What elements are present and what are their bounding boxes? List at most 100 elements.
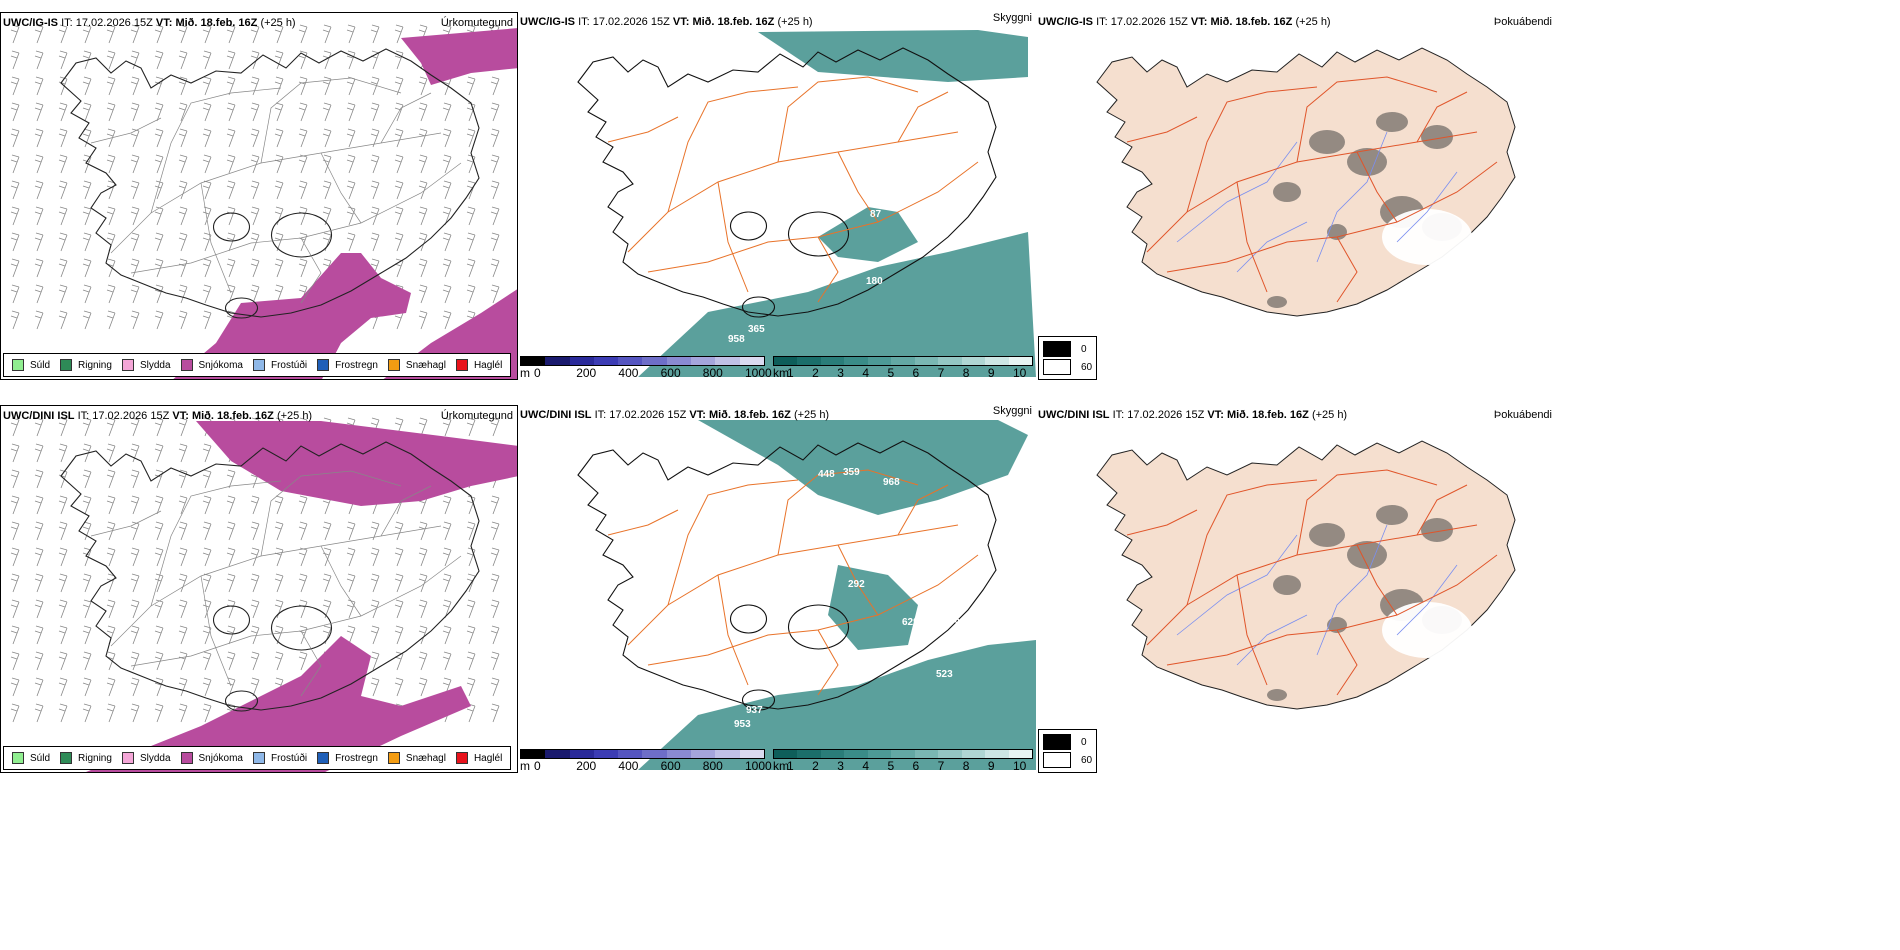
variable-name: Úrkomutegund — [440, 17, 513, 29]
colorbar-tick: 6 — [912, 366, 920, 380]
wind-barb — [106, 599, 116, 619]
fog-panel-row1: UWC/IG-IS IT: 17.02.2026 15Z VT: Mið. 18… — [1036, 12, 1556, 380]
wind-barb — [274, 547, 284, 567]
colorbar-tick: 6 — [912, 759, 920, 773]
legend-label: Frostregn — [335, 359, 378, 371]
legend-label: Slydda — [139, 359, 171, 371]
wind-barb — [58, 625, 68, 645]
visibility-value-label: 448 — [818, 469, 835, 480]
colorbar-unit: km — [773, 366, 789, 380]
glacier-outline — [788, 604, 849, 650]
wind-barb — [370, 573, 380, 593]
road — [777, 469, 919, 556]
wind-barb — [106, 102, 116, 122]
wind-barb — [10, 521, 20, 541]
colorbar-strip — [520, 356, 765, 366]
wind-barb — [418, 310, 428, 330]
coastline — [577, 440, 997, 710]
wind-barb — [370, 547, 380, 567]
visibility-labels: 448 359 968 31 199 292 629 436 523 937 953 — [734, 467, 980, 730]
colorbar-tick: 9 — [987, 759, 995, 773]
wind-barb — [346, 232, 356, 252]
road — [897, 91, 949, 143]
road-network — [1126, 469, 1498, 696]
wind-barb — [442, 232, 452, 252]
road — [1416, 484, 1468, 536]
wind-barb — [202, 24, 212, 44]
wind-barb — [34, 206, 44, 226]
wind-barb — [466, 76, 476, 96]
wind-barb — [298, 573, 308, 593]
legend-label: Rigning — [78, 359, 112, 371]
wind-barb — [106, 284, 116, 304]
wind-barb — [322, 76, 332, 96]
wind-barb — [370, 599, 380, 619]
wind-barb — [226, 469, 236, 489]
iceland-coastline — [577, 47, 997, 318]
wind-barb — [394, 232, 404, 252]
wind-barb — [202, 102, 212, 122]
wind-barb — [274, 180, 284, 200]
wind-barb — [178, 417, 188, 437]
wind-barb — [34, 180, 44, 200]
visibility-value-label: 14 — [918, 209, 930, 220]
wind-barb — [298, 154, 308, 174]
road — [150, 87, 282, 214]
wind-barb — [10, 258, 20, 278]
wind-barb — [58, 232, 68, 252]
river — [1176, 141, 1298, 243]
wind-barb — [394, 50, 404, 70]
legend-item: Frostregn — [317, 752, 378, 764]
visibility-value-label: 31 — [968, 507, 980, 518]
colorbar-tick: 600 — [660, 366, 681, 380]
wind-barb — [466, 154, 476, 174]
wind-barb — [82, 625, 92, 645]
river — [1176, 534, 1298, 636]
wind-barb — [418, 102, 428, 122]
wind-barb — [178, 521, 188, 541]
panel-title: UWC/DINI ISL IT: 17.02.2026 15Z VT: Mið.… — [1038, 409, 1348, 421]
wind-barb — [130, 232, 140, 252]
road — [1126, 116, 1198, 143]
wind-barb — [82, 310, 92, 330]
colorbar-tick: 9 — [987, 366, 995, 380]
wind-barb — [178, 180, 188, 200]
wind-barb — [442, 258, 452, 278]
legend-swatch — [317, 752, 330, 764]
wind-barb — [322, 547, 332, 567]
wind-barb — [250, 284, 260, 304]
wind-barb — [394, 154, 404, 174]
wind-barb — [274, 651, 284, 671]
colorbar-strip — [773, 749, 1033, 759]
wind-barb — [178, 677, 188, 697]
wind-barb — [130, 128, 140, 148]
wind-barb — [394, 128, 404, 148]
wind-barb — [34, 443, 44, 463]
wind-barb — [10, 417, 20, 437]
road — [200, 182, 232, 294]
wind-barb — [250, 206, 260, 226]
wind-barb — [442, 417, 452, 437]
wind-barb — [394, 547, 404, 567]
colorbar-tick: 1000 — [745, 759, 772, 773]
wind-barb — [466, 128, 476, 148]
wind-barb — [154, 469, 164, 489]
wind-barb — [178, 128, 188, 148]
wind-barb — [82, 206, 92, 226]
height-colorbar: m 0 200 400 600 800 1000 — [520, 356, 772, 380]
wind-barb — [178, 547, 188, 567]
wind-barb — [34, 128, 44, 148]
visibility-value-label: 953 — [734, 719, 751, 730]
wind-barb — [106, 495, 116, 515]
wind-barb — [298, 651, 308, 671]
colorbar-unit: m — [520, 759, 530, 773]
road — [150, 480, 282, 607]
wind-barb — [34, 102, 44, 122]
wind-barb — [274, 495, 284, 515]
wind-barb — [10, 232, 20, 252]
visibility-value-label: 968 — [883, 477, 900, 488]
road — [607, 509, 679, 536]
wind-barb — [82, 651, 92, 671]
wind-barb — [106, 128, 116, 148]
wind-barb — [394, 521, 404, 541]
